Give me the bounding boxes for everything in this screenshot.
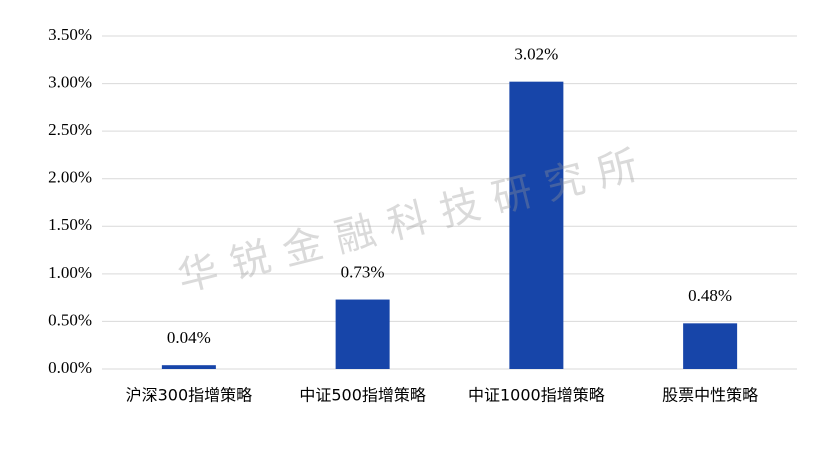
y-tick-label: 3.00% [48,72,92,91]
y-tick-label: 2.50% [48,120,92,139]
value-label: 0.73% [341,262,385,281]
value-label: 3.02% [514,45,558,64]
y-tick-label: 2.00% [48,168,92,187]
y-tick-label: 0.00% [48,358,92,377]
bar [683,323,738,369]
watermark: 华锐金融科技研究所 [173,139,656,301]
y-tick-label: 3.50% [48,25,92,44]
bar [509,81,564,369]
value-label: 0.48% [688,286,732,305]
y-tick-label: 1.00% [48,263,92,282]
x-tick-label: 中证500指增策略 [299,386,426,405]
x-tick-label: 股票中性策略 [662,386,758,405]
x-tick-label: 沪深300指增策略 [126,386,253,405]
x-tick-label: 中证1000指增策略 [468,386,605,405]
bar [161,365,216,369]
y-tick-label: 1.50% [48,215,92,234]
bar [335,299,390,369]
value-label: 0.04% [167,328,211,347]
y-tick-label: 0.50% [48,310,92,329]
